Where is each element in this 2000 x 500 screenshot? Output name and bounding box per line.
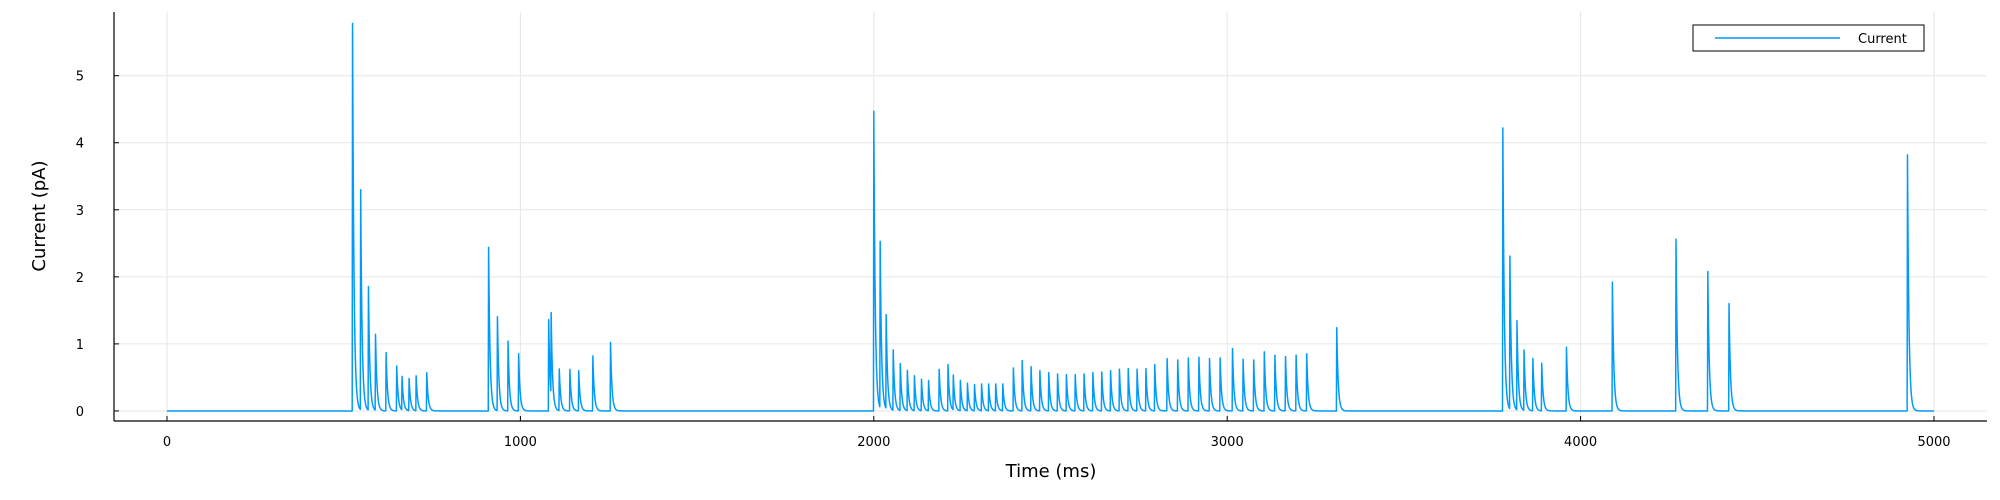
x-tick-label: 1000	[504, 435, 537, 450]
series-layer	[166, 22, 1935, 412]
x-tick-label: 4000	[1564, 435, 1597, 450]
x-tick-label: 3000	[1211, 435, 1244, 450]
legend-label-current: Current	[1858, 32, 1907, 47]
x-tick-label: 0	[163, 435, 171, 450]
series-line-current	[166, 22, 1935, 412]
x-axis-title: Time (ms)	[1005, 461, 1097, 482]
tick-labels: 0 1000 2000 3000 4000 5000 0 1 2 3 4 5	[76, 70, 1951, 450]
y-tick-label: 4	[76, 137, 84, 152]
y-tick-label: 5	[76, 70, 84, 85]
grid-lines	[114, 12, 1987, 421]
y-tick-label: 1	[76, 338, 84, 353]
x-tick-label: 2000	[857, 435, 890, 450]
axes	[113, 12, 1987, 422]
legend: Current	[1692, 24, 1925, 52]
y-tick-label: 2	[76, 271, 84, 286]
y-axis-title: Current (pA)	[29, 160, 50, 271]
x-tick-label: 5000	[1917, 435, 1950, 450]
y-tick-label: 3	[76, 204, 84, 219]
y-tick-label: 0	[76, 405, 84, 420]
